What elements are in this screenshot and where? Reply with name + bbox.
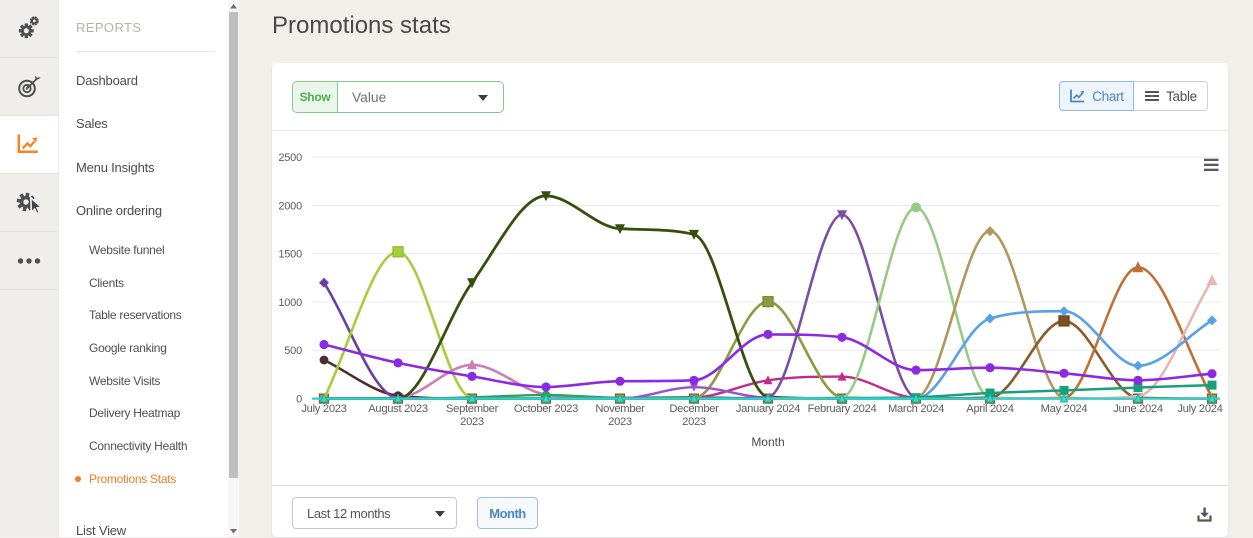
- svg-text:2500: 2500: [278, 152, 302, 164]
- svg-text:December: December: [669, 403, 719, 415]
- svg-text:June 2024: June 2024: [1113, 403, 1163, 415]
- svg-text:2023: 2023: [460, 416, 484, 428]
- svg-text:January 2024: January 2024: [736, 403, 800, 415]
- svg-text:July 2024: July 2024: [1177, 403, 1222, 415]
- svg-text:September: September: [446, 403, 499, 415]
- svg-text:July 2023: July 2023: [301, 403, 346, 415]
- svg-text:1000: 1000: [278, 297, 302, 309]
- svg-text:1500: 1500: [278, 249, 302, 261]
- svg-text:August 2023: August 2023: [368, 403, 428, 415]
- svg-text:Month: Month: [751, 435, 784, 449]
- svg-text:2000: 2000: [278, 200, 302, 212]
- svg-text:November: November: [595, 403, 645, 415]
- svg-text:October 2023: October 2023: [514, 403, 578, 415]
- svg-text:2023: 2023: [608, 416, 632, 428]
- svg-text:May 2024: May 2024: [1041, 403, 1088, 415]
- svg-text:February 2024: February 2024: [808, 403, 877, 415]
- svg-text:March 2024: March 2024: [888, 403, 944, 415]
- svg-text:April 2024: April 2024: [966, 403, 1013, 415]
- svg-text:0: 0: [296, 393, 302, 405]
- svg-text:500: 500: [284, 345, 302, 357]
- svg-text:2023: 2023: [682, 416, 706, 428]
